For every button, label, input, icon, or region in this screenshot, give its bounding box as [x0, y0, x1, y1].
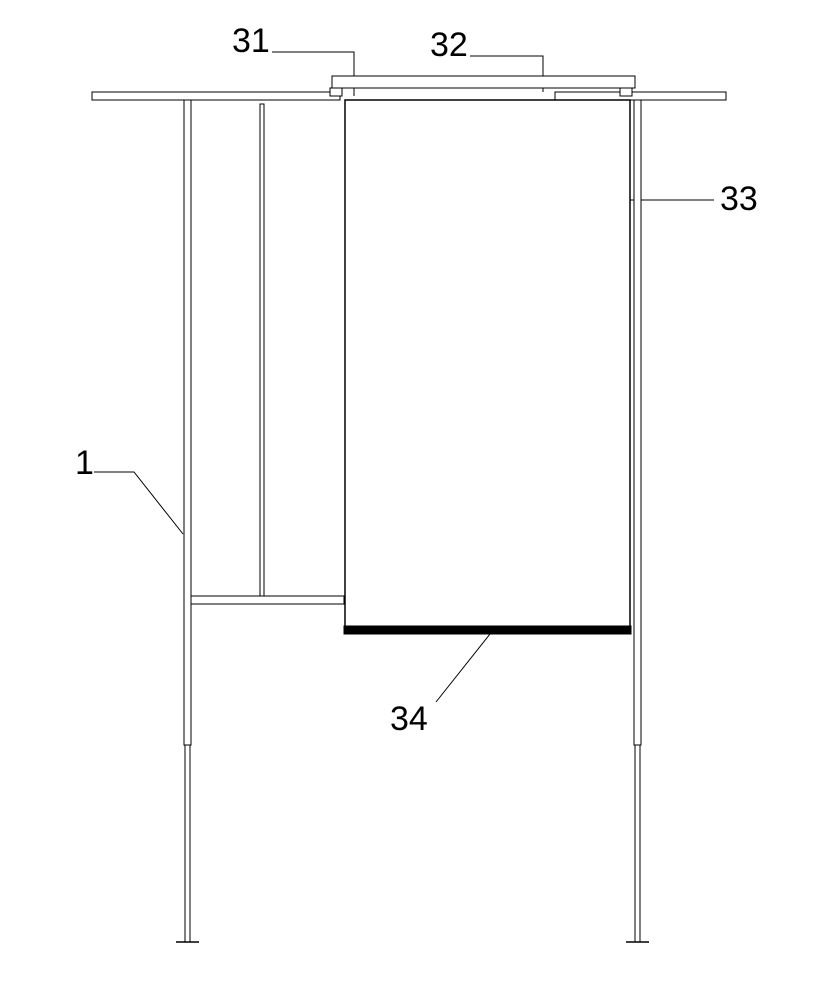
label-33: 33	[720, 180, 758, 219]
label-31: 31	[232, 22, 270, 61]
label-1: 1	[75, 444, 94, 483]
label-32: 32	[430, 26, 468, 65]
technical-drawing	[0, 0, 828, 1000]
label-34: 34	[390, 700, 428, 739]
